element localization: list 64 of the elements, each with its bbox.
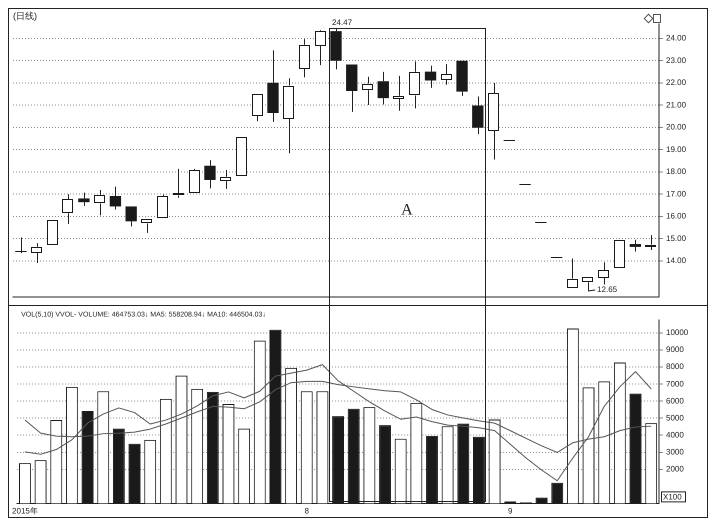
y-tick-label: 3000	[666, 447, 684, 456]
x-tick-label: 9	[508, 506, 514, 516]
candlestick	[157, 194, 168, 218]
y-tick-label: 7000	[666, 379, 684, 388]
y-tick-label: 22.00	[666, 78, 687, 88]
candlestick	[267, 50, 279, 122]
candlestick	[252, 94, 263, 122]
candlestick	[78, 192, 90, 206]
candlestick	[630, 239, 642, 252]
y-tick-label: 2000	[666, 464, 684, 474]
y-tick-label: 19.00	[666, 144, 687, 154]
y-axis-title: X100	[663, 492, 682, 502]
bar	[457, 424, 470, 504]
candlestick	[110, 186, 122, 210]
candlestick	[126, 206, 137, 227]
candlestick	[62, 194, 74, 225]
bar	[348, 408, 360, 504]
y-tick-label: 8000	[666, 362, 684, 372]
candlestick	[409, 60, 420, 109]
candlestick	[393, 75, 405, 112]
y-tick-label: 23.00	[666, 56, 687, 65]
y-tick-label: 4000	[666, 430, 684, 440]
candlestick	[204, 160, 216, 189]
annotation: A	[401, 202, 414, 219]
candlestick	[566, 258, 578, 288]
candlestick	[598, 262, 609, 286]
candlestick	[330, 28, 342, 70]
bar	[426, 436, 438, 504]
candlestick	[346, 64, 358, 112]
candlestick	[472, 96, 484, 135]
x-tick-label: 8	[304, 506, 310, 516]
candlestick	[314, 30, 326, 66]
candlestick	[14, 236, 28, 254]
candlestick	[378, 71, 389, 106]
y-tick-label: 24.00	[666, 34, 687, 43]
candlestick	[30, 242, 42, 264]
annotation: 24.47	[332, 18, 353, 28]
y-tick-label: 15.00	[666, 234, 687, 243]
candlestick	[441, 64, 452, 86]
annotation: 12.65	[597, 285, 618, 294]
bar	[473, 436, 485, 504]
candlestick	[298, 38, 310, 78]
candlestick	[488, 82, 500, 160]
candlestick	[172, 168, 184, 198]
y-tick-label: 5000	[666, 413, 684, 422]
y-tick-label: 16.00	[666, 212, 687, 221]
y-tick-label: 9000	[666, 345, 684, 354]
candlestick	[362, 76, 374, 106]
chart-title: (日线)	[13, 10, 37, 21]
bar	[332, 416, 344, 504]
y-tick-label: 14.00	[666, 256, 687, 266]
y-tick-label: 10000	[666, 328, 689, 338]
candlestick	[283, 78, 294, 154]
x-tick-label: 2015年	[12, 506, 38, 516]
y-tick-label: 21.00	[666, 100, 687, 110]
candlestick	[424, 65, 436, 88]
candlestick	[94, 189, 106, 216]
candlestick	[456, 60, 468, 96]
y-tick-label: 17.00	[666, 189, 687, 198]
y-tick-label: 6000	[666, 396, 684, 406]
bar	[379, 425, 391, 504]
y-tick-label: 18.00	[666, 167, 687, 176]
y-tick-label: 20.00	[666, 122, 687, 132]
candlestick	[220, 169, 232, 190]
